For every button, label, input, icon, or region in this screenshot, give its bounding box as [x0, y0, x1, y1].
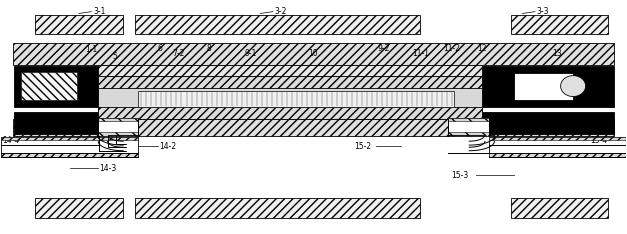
- Text: 3-3: 3-3: [537, 7, 549, 16]
- Bar: [1, 137, 139, 157]
- Bar: [98, 132, 139, 136]
- Bar: [135, 15, 420, 34]
- Bar: [35, 198, 123, 218]
- Text: 3-2: 3-2: [275, 7, 287, 16]
- Bar: [488, 153, 626, 157]
- Text: 15-2: 15-2: [354, 142, 372, 150]
- Bar: [448, 132, 488, 136]
- Bar: [482, 66, 614, 106]
- Text: 14-1: 14-1: [160, 113, 177, 122]
- Text: 3-1: 3-1: [93, 7, 106, 16]
- Bar: [21, 72, 77, 99]
- Text: 12: 12: [477, 44, 487, 53]
- Bar: [13, 43, 614, 65]
- Bar: [448, 118, 488, 121]
- Bar: [488, 137, 626, 157]
- Text: 14-2: 14-2: [160, 142, 177, 150]
- Text: 9-2: 9-2: [378, 44, 391, 53]
- Text: 11-1: 11-1: [412, 49, 429, 58]
- Text: 1-3: 1-3: [74, 113, 87, 121]
- Bar: [13, 119, 614, 136]
- Bar: [98, 106, 482, 119]
- Bar: [510, 198, 608, 218]
- Text: 15-3: 15-3: [451, 171, 468, 180]
- Text: 14-4: 14-4: [2, 136, 19, 145]
- Bar: [14, 112, 99, 135]
- Text: 15-1: 15-1: [461, 113, 479, 122]
- Ellipse shape: [561, 76, 586, 97]
- Bar: [1, 153, 139, 157]
- Text: 6: 6: [157, 44, 162, 53]
- Bar: [514, 73, 573, 99]
- Text: 13: 13: [552, 49, 562, 58]
- Bar: [98, 76, 482, 88]
- Text: 5: 5: [112, 51, 117, 61]
- Text: 14-3: 14-3: [99, 164, 116, 173]
- Text: 15-4: 15-4: [590, 136, 608, 145]
- Bar: [448, 118, 488, 136]
- Bar: [135, 198, 420, 218]
- Bar: [14, 66, 99, 106]
- Bar: [98, 76, 482, 119]
- Text: 1-2: 1-2: [58, 84, 70, 92]
- Bar: [510, 15, 608, 34]
- Text: 9-1: 9-1: [245, 49, 257, 58]
- Text: 10: 10: [308, 49, 318, 58]
- Bar: [139, 91, 455, 106]
- Bar: [98, 65, 482, 76]
- Text: 11-3: 11-3: [385, 113, 403, 122]
- Text: 7-2: 7-2: [172, 49, 184, 58]
- Text: 1-1: 1-1: [85, 45, 97, 54]
- Text: 8: 8: [206, 44, 211, 53]
- Text: 11-2: 11-2: [443, 44, 460, 53]
- Bar: [98, 118, 139, 136]
- Bar: [98, 118, 139, 121]
- Text: 7-1: 7-1: [213, 113, 226, 122]
- Bar: [482, 112, 614, 135]
- Bar: [35, 15, 123, 34]
- Bar: [488, 137, 626, 140]
- Bar: [1, 137, 139, 140]
- Bar: [21, 72, 77, 99]
